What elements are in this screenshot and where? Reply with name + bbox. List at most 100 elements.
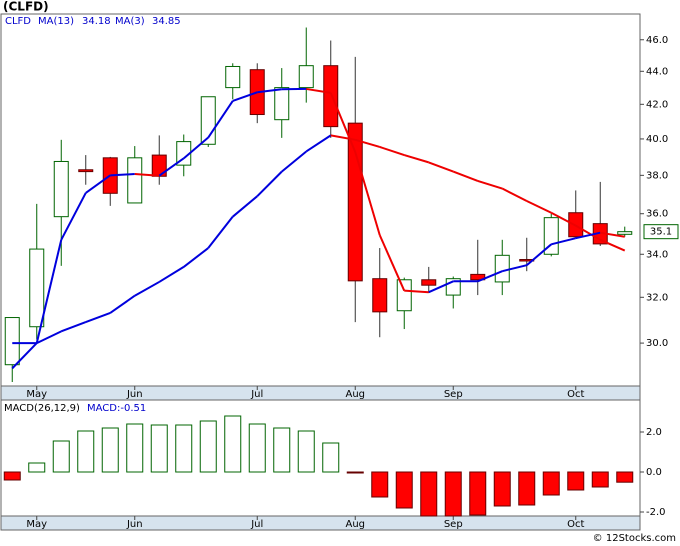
ma-segment <box>232 91 258 102</box>
ma-segment <box>599 238 626 252</box>
x-tick-label: Jul <box>250 519 263 530</box>
chart-title: (CLFD) <box>3 0 49 14</box>
macd-bar <box>444 471 462 517</box>
ma-segment <box>207 100 234 139</box>
x-tick-label: Sep <box>444 519 463 530</box>
macd-bar <box>542 471 560 496</box>
x-tick-label: Sep <box>444 389 463 400</box>
ma-segment <box>379 146 405 157</box>
ma-segment <box>526 200 552 214</box>
y-tick-label: 38.0 <box>646 170 668 181</box>
x-tick-label: Oct <box>567 519 584 530</box>
ma-segment <box>110 173 135 177</box>
macd-bar <box>346 471 364 474</box>
macd-bar <box>175 424 193 473</box>
macd-bar <box>591 471 609 488</box>
ma-segment <box>134 173 160 177</box>
x-tick-label: Jun <box>126 389 143 400</box>
macd-bar <box>371 471 389 498</box>
y-tick-label: 32.0 <box>646 292 668 303</box>
ma-segment <box>575 224 601 241</box>
candle-body <box>543 217 559 255</box>
candle-body <box>396 279 412 312</box>
ma-segment <box>428 280 454 294</box>
ma-segment <box>158 157 185 177</box>
y-tick-label: 44.0 <box>646 66 668 77</box>
macd-bar <box>493 471 511 507</box>
ma-segment <box>600 231 625 238</box>
ma-segment <box>551 237 576 246</box>
ma-segment <box>305 134 332 153</box>
ma-segment <box>183 136 209 160</box>
ma-segment <box>60 321 87 333</box>
x-tick-label: Aug <box>345 389 365 400</box>
ma-segment <box>134 281 160 297</box>
macd-bar <box>518 471 536 506</box>
ma-segment <box>158 266 185 283</box>
candle-body <box>298 65 314 89</box>
ma-segment <box>404 289 429 294</box>
ma-segment <box>207 216 234 249</box>
ma-segment <box>502 264 527 273</box>
ma-segment <box>232 195 258 218</box>
ma-segment <box>85 174 111 194</box>
macd-bar <box>248 423 266 473</box>
macd-bar <box>126 423 144 473</box>
y-tick-label: 34.0 <box>646 249 668 260</box>
x-tick-label: Jun <box>126 519 143 530</box>
ma-segment <box>306 87 331 94</box>
candle-body <box>4 317 20 366</box>
candle-body <box>347 122 363 282</box>
legend-label: MA(3) <box>115 16 145 27</box>
macd-bar <box>52 440 70 473</box>
macd-bar <box>150 424 168 473</box>
ma-segment <box>85 312 111 324</box>
x-tick-label: May <box>26 389 47 400</box>
candle-body <box>494 254 510 283</box>
candle-body <box>274 87 290 121</box>
ma-segment <box>281 150 307 173</box>
macd-bar <box>28 462 46 473</box>
candle-body <box>29 248 45 328</box>
ma-segment <box>403 154 430 164</box>
month-band <box>0 385 641 401</box>
legend-value: 34.18 <box>82 16 111 27</box>
macd-bar <box>224 415 242 473</box>
ma-segment <box>109 294 136 314</box>
candle-body <box>617 231 633 235</box>
ma-segment <box>452 170 479 182</box>
ma-segment <box>354 138 381 148</box>
ma-segment <box>330 134 356 141</box>
macd-bar <box>77 430 95 473</box>
candle-body <box>372 278 388 313</box>
candle-body <box>470 273 486 281</box>
x-tick-label: Jul <box>250 389 263 400</box>
macd-bar <box>395 471 413 509</box>
macd-title: MACD(26,12,9) <box>4 403 80 414</box>
candle-body <box>78 169 94 173</box>
y-tick-label: -2.0 <box>646 507 666 518</box>
ma-segment <box>526 243 552 266</box>
y-tick-label: 2.0 <box>646 427 662 438</box>
y-tick-label: 30.0 <box>646 338 668 349</box>
candle-body <box>323 65 339 128</box>
footer: © 12Stocks.com <box>593 533 676 544</box>
ma-segment <box>354 151 381 236</box>
ma-segment <box>256 170 283 197</box>
macd-bar <box>273 427 291 473</box>
month-band <box>0 515 641 531</box>
ma-segment <box>183 247 209 268</box>
candle-body <box>127 157 143 204</box>
ma-segment <box>550 211 577 227</box>
x-tick-label: Oct <box>567 389 584 400</box>
ma-segment <box>11 342 38 370</box>
ma-segment <box>60 192 87 241</box>
ma-segment <box>428 161 454 173</box>
y-tick-label: 46.0 <box>646 35 668 46</box>
macd-bar <box>101 427 119 473</box>
candle-body <box>421 279 437 286</box>
macd-bar <box>3 471 21 481</box>
macd-bar <box>567 471 585 491</box>
ma-segment <box>501 187 528 202</box>
y-tick-label: 40.0 <box>646 134 668 145</box>
